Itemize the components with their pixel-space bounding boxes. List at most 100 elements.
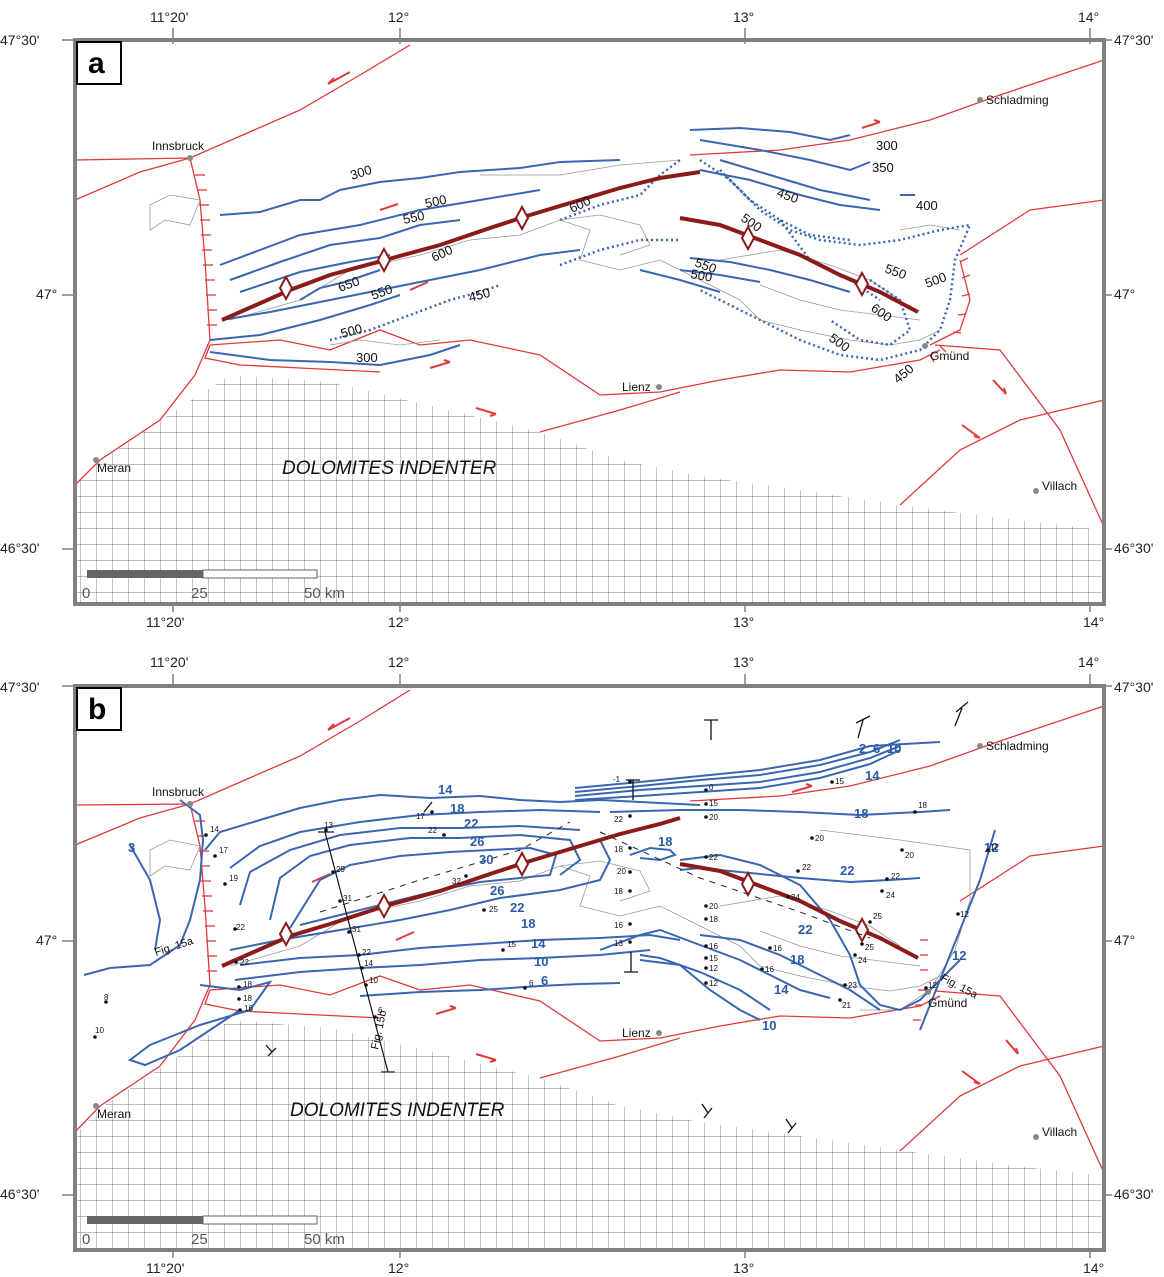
sample-value: 31 bbox=[352, 925, 361, 934]
sample-value: 24 bbox=[886, 891, 895, 900]
indenter-area bbox=[75, 375, 1104, 604]
bottom-tick-1: 11°20' bbox=[146, 1260, 184, 1276]
iso-label: 300 bbox=[348, 162, 373, 183]
iso-label: 550 bbox=[402, 208, 426, 227]
sample-value: 22 bbox=[709, 853, 718, 862]
iso-label: 18 bbox=[521, 916, 535, 931]
bottom-tick-3: 13° bbox=[733, 1260, 754, 1276]
sample-value: 15 bbox=[709, 954, 718, 963]
sample-value: 16 bbox=[614, 921, 623, 930]
sample-value: 24 bbox=[791, 893, 800, 902]
sample-value: 20 bbox=[905, 851, 914, 860]
left-tick-3: 46°30' bbox=[0, 540, 39, 556]
iso-label: 300 bbox=[356, 350, 378, 365]
sample-value: 14 bbox=[364, 959, 373, 968]
panel-a-letter: a bbox=[88, 47, 105, 80]
sample-value: 12 bbox=[709, 964, 718, 973]
scale-0: 0 bbox=[82, 585, 90, 602]
right-tick-1: 47°30' bbox=[1114, 679, 1153, 695]
iso-label: 26 bbox=[490, 883, 504, 898]
anticline-axis-b bbox=[221, 816, 919, 968]
city-villach: Villach bbox=[1042, 479, 1077, 493]
iso-label: 22 bbox=[798, 922, 812, 937]
dashed-trace bbox=[319, 821, 571, 913]
iso-label: 26 bbox=[470, 834, 484, 849]
city-dot bbox=[187, 155, 193, 161]
sample-value: 22 bbox=[891, 872, 900, 881]
top-tick-1: 11°20' bbox=[150, 654, 188, 670]
bottom-tick-1: 11°20' bbox=[146, 614, 184, 630]
iso-label: 18 bbox=[450, 801, 464, 816]
left-tick-3: 46°30' bbox=[0, 1186, 39, 1202]
sample-value: 18 bbox=[614, 887, 623, 896]
sample-value: 24 bbox=[858, 956, 867, 965]
geology-outlines bbox=[149, 829, 971, 1011]
sample-value: 16 bbox=[765, 965, 774, 974]
anticline-axis-a bbox=[221, 170, 919, 322]
city-schladming: Schladming bbox=[986, 739, 1049, 753]
top-tick-4: 14° bbox=[1078, 9, 1099, 25]
sample-value: 18 bbox=[243, 994, 252, 1003]
sample-value: 12 bbox=[960, 910, 969, 919]
city-dot bbox=[977, 743, 983, 749]
iso-label: 22 bbox=[510, 900, 524, 915]
top-tick-2: 12° bbox=[388, 654, 409, 670]
city-meran: Meran bbox=[97, 1107, 131, 1121]
sample-value: 32 bbox=[452, 877, 461, 886]
sample-value: 22 bbox=[362, 948, 371, 957]
left-tick-1: 47°30' bbox=[0, 679, 39, 695]
profile-label: Fig. 15a bbox=[153, 935, 195, 959]
iso-label: 500 bbox=[424, 192, 448, 211]
city-lienz: Lienz bbox=[622, 1026, 651, 1040]
city-lienz: Lienz bbox=[622, 380, 651, 394]
sample-value: 22 bbox=[614, 815, 623, 824]
bottom-tick-2: 12° bbox=[388, 1260, 409, 1276]
left-tick-2: 47° bbox=[36, 932, 57, 948]
right-tick-1: 47°30' bbox=[1114, 32, 1153, 48]
cities-b: Innsbruck Schladming Gmünd Lienz Meran V… bbox=[93, 739, 1077, 1140]
isolines-solid bbox=[209, 126, 915, 367]
panel-a: 11°20' 12° 13° 14° 47°30' 47° 46°30' 47°… bbox=[0, 9, 1153, 630]
motion-arrows bbox=[311, 717, 1019, 1085]
city-innsbruck: Innsbruck bbox=[152, 785, 205, 799]
sample-value: 19 bbox=[229, 874, 238, 883]
isolines-b bbox=[83, 739, 996, 1067]
city-gmund: Gmünd bbox=[930, 349, 969, 363]
iso-label: 500 bbox=[923, 269, 949, 291]
iso-label: 450 bbox=[775, 185, 801, 207]
iso-label: 6 bbox=[873, 741, 880, 756]
bottom-tick-2: 12° bbox=[388, 614, 409, 630]
sample-value: 10 bbox=[369, 976, 378, 985]
left-tick-1: 47°30' bbox=[0, 32, 39, 48]
iso-label: 550 bbox=[883, 261, 909, 283]
faults bbox=[74, 44, 1105, 528]
scale-50: 50 km bbox=[304, 1231, 345, 1248]
city-meran: Meran bbox=[97, 461, 131, 475]
city-dot bbox=[1033, 488, 1039, 494]
sample-value: 6 bbox=[529, 979, 534, 988]
bottom-tick-4: 14° bbox=[1083, 1260, 1104, 1276]
city-dot bbox=[656, 1030, 662, 1036]
sample-value: 20 bbox=[617, 867, 626, 876]
isoline-labels-a: 300 500 550 600 650 550 600 450 500 300 … bbox=[336, 138, 949, 386]
scale-bar-b: 0 25 50 km bbox=[82, 1215, 345, 1248]
sample-value: 8 bbox=[104, 993, 109, 1002]
iso-label: 22 bbox=[840, 863, 854, 878]
motion-arrows bbox=[327, 71, 1007, 439]
iso-label: 300 bbox=[876, 138, 898, 153]
iso-label: 30 bbox=[479, 852, 493, 867]
dashed-trace bbox=[599, 831, 871, 939]
sample-value: 29 bbox=[336, 865, 345, 874]
t-markers bbox=[265, 701, 969, 1134]
indenter-label-b: DOLOMITES INDENTER bbox=[290, 1100, 505, 1121]
sample-value: -1 bbox=[613, 775, 621, 784]
iso-label: 6 bbox=[541, 973, 548, 988]
iso-label: 14 bbox=[865, 768, 880, 783]
sample-points: 14 17 19 22 22 18 18 16 13 29 31 31 22 1… bbox=[93, 775, 999, 1039]
sample-value: 25 bbox=[873, 912, 882, 921]
scale-25: 25 bbox=[191, 585, 208, 602]
thrust-teeth bbox=[195, 174, 971, 363]
sample-value: 21 bbox=[842, 1001, 851, 1010]
sample-value: 12 bbox=[928, 981, 937, 990]
